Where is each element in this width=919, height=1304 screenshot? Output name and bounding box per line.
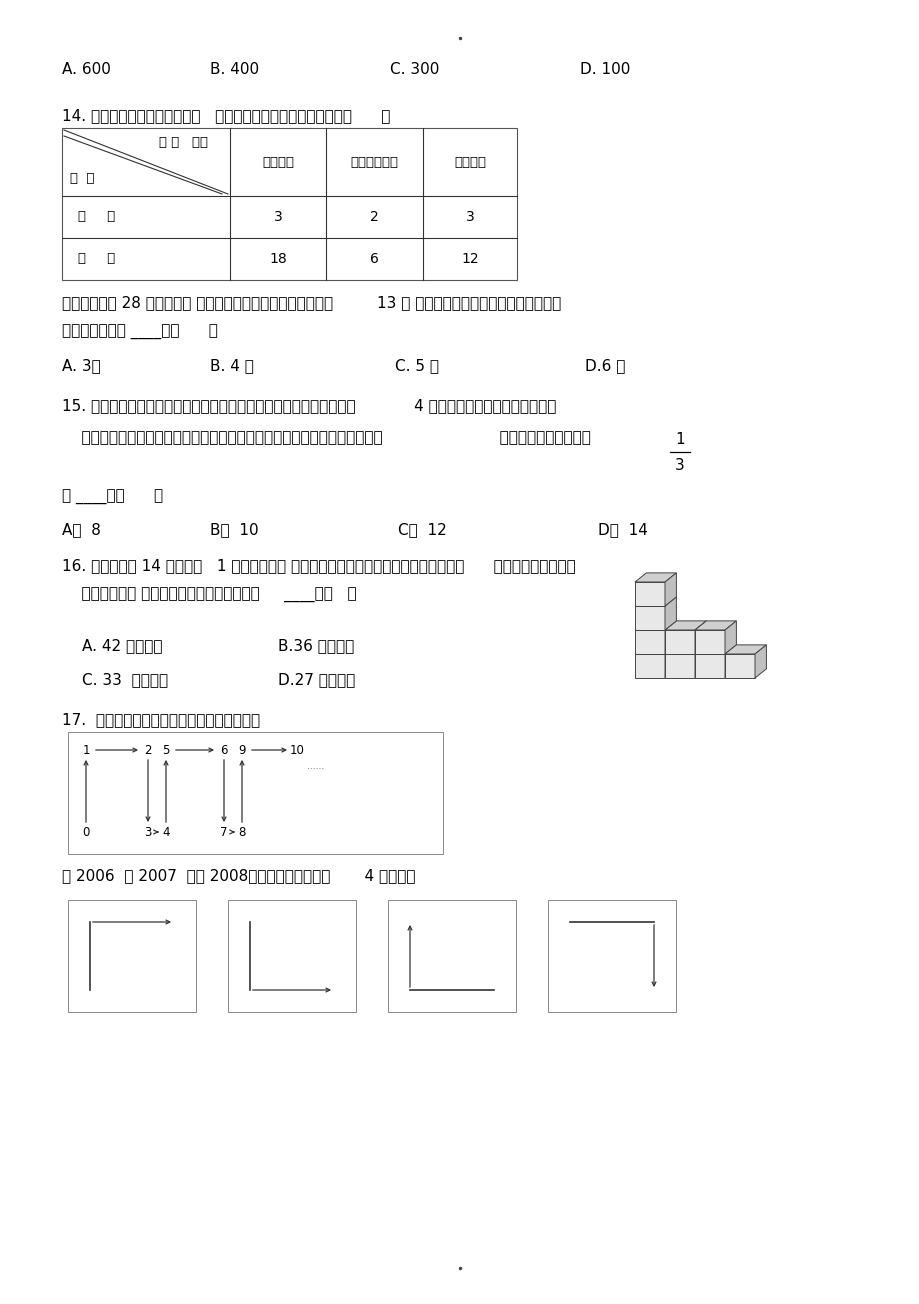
Polygon shape [634, 597, 675, 606]
Polygon shape [694, 621, 706, 655]
Polygon shape [634, 655, 664, 678]
Text: 人 数   项目: 人 数 项目 [159, 136, 209, 149]
Polygon shape [664, 572, 675, 606]
Text: 8: 8 [238, 825, 245, 838]
Text: D.27 平方分米: D.27 平方分米 [278, 672, 355, 687]
Text: 16. 一个画家有 14 个棱长为   1 分米的正方体 ，他在地面上把它们摄成如图所示的几何体      ，然后他把露出的表: 16. 一个画家有 14 个棱长为 1 分米的正方体 ，他在地面上把它们摄成如图… [62, 558, 575, 572]
Bar [228, 900, 356, 1012]
Polygon shape [664, 597, 675, 630]
Text: 17.  探索规律：根据下图中箭头指向的规律，: 17. 探索规律：根据下图中箭头指向的规律， [62, 712, 260, 728]
Polygon shape [634, 630, 664, 655]
Polygon shape [664, 655, 694, 678]
Text: 已知该班共有 28 人获得奖励 ，其中只获得两项奖励的有且只有         13 人 ，那么该班获奖励最多的一位同学获: 已知该班共有 28 人获得奖励 ，其中只获得两项奖励的有且只有 13 人 ，那么… [62, 295, 561, 310]
Text: 从 2006  到 2007  再到 2008，箭头的方向有以下       4 种选择：: 从 2006 到 2007 再到 2008，箭头的方向有以下 4 种选择： [62, 868, 415, 883]
Polygon shape [634, 645, 675, 655]
Text: A. 600: A. 600 [62, 63, 111, 77]
Text: C. 5 项: C. 5 项 [394, 359, 438, 373]
Polygon shape [634, 572, 675, 582]
Polygon shape [634, 621, 675, 630]
Text: 6: 6 [220, 743, 228, 756]
Text: A．  8: A． 8 [62, 522, 101, 537]
Text: 4: 4 [162, 825, 170, 838]
Text: 1: 1 [82, 743, 90, 756]
Text: 出一个球，然后放回，摇匀，再摸，已知每次摸出一个球是白球的可能性为                        ，则口袋中黑球的个数: 出一个球，然后放回，摇匀，再摸，已知每次摸出一个球是白球的可能性为 ，则口袋中黑… [62, 430, 590, 445]
Text: 6: 6 [369, 252, 379, 266]
Text: 9: 9 [238, 743, 245, 756]
Text: 15. 在一个不透明的口袋中装有大小、形状完全相同，只有颜色不同的            4 个白球和若干个黑球，现每次摸: 15. 在一个不透明的口袋中装有大小、形状完全相同，只有颜色不同的 4 个白球和… [62, 398, 556, 413]
Text: B. 400: B. 400 [210, 63, 259, 77]
Polygon shape [634, 606, 664, 630]
Text: 三好学生: 三好学生 [262, 155, 294, 168]
Text: 得的奖励最多为 ____。（      ）: 得的奖励最多为 ____。（ ） [62, 325, 218, 340]
Text: 3: 3 [675, 459, 684, 473]
Bar [62, 128, 516, 280]
Text: A. 42 平方分米: A. 42 平方分米 [82, 638, 163, 653]
Text: 3: 3 [144, 825, 152, 838]
Polygon shape [754, 645, 766, 678]
Text: 面都涂上颜色 ，那么被涂上颜色的总面积为     ____。（   ）: 面都涂上颜色 ，那么被涂上颜色的总面积为 ____。（ ） [62, 588, 357, 602]
Text: 12: 12 [460, 252, 478, 266]
Text: B．  10: B． 10 [210, 522, 258, 537]
Text: 1: 1 [675, 433, 684, 447]
Polygon shape [724, 645, 735, 678]
Text: 10: 10 [289, 743, 304, 756]
Text: 优秀学生干部: 优秀学生干部 [350, 155, 398, 168]
Text: D. 100: D. 100 [579, 63, 630, 77]
Polygon shape [694, 630, 724, 655]
Text: 5: 5 [162, 743, 169, 756]
Text: ......: ...... [307, 762, 323, 771]
Text: 市     级: 市 级 [78, 210, 115, 223]
Text: 级  别: 级 别 [70, 172, 95, 185]
Bar [548, 900, 675, 1012]
Text: C．  12: C． 12 [398, 522, 447, 537]
Polygon shape [694, 655, 724, 678]
Text: D．  14: D． 14 [597, 522, 647, 537]
Polygon shape [724, 645, 766, 655]
Polygon shape [694, 621, 735, 630]
Text: B.36 平方分米: B.36 平方分米 [278, 638, 354, 653]
Text: A. 3项: A. 3项 [62, 359, 101, 373]
Text: 2: 2 [144, 743, 152, 756]
Polygon shape [664, 621, 675, 655]
Text: 3: 3 [273, 210, 282, 224]
Polygon shape [694, 645, 735, 655]
Polygon shape [724, 621, 735, 655]
Text: 校     级: 校 级 [78, 253, 115, 266]
Text: 0: 0 [82, 825, 89, 838]
Text: 14. 某班学生从颢奖大会上得知   ，该班获得奖励的情况如下表所示      ：: 14. 某班学生从颢奖大会上得知 ，该班获得奖励的情况如下表所示 ： [62, 108, 390, 123]
Bar [68, 900, 196, 1012]
Text: D.6 项: D.6 项 [584, 359, 625, 373]
Bar [388, 900, 516, 1012]
Text: 18: 18 [269, 252, 287, 266]
Text: 7: 7 [220, 825, 228, 838]
Polygon shape [664, 621, 706, 630]
Polygon shape [664, 630, 694, 655]
Polygon shape [694, 645, 706, 678]
Text: 3: 3 [465, 210, 474, 224]
Text: C. 300: C. 300 [390, 63, 439, 77]
Text: 2: 2 [369, 210, 379, 224]
Polygon shape [634, 582, 664, 606]
Text: B. 4 项: B. 4 项 [210, 359, 254, 373]
Text: 为 ____。（      ）: 为 ____。（ ） [62, 490, 163, 505]
Polygon shape [664, 645, 706, 655]
Polygon shape [724, 655, 754, 678]
Bar [68, 732, 443, 854]
Polygon shape [664, 645, 675, 678]
Text: C. 33  平方分米: C. 33 平方分米 [82, 672, 168, 687]
Text: 优秀团员: 优秀团员 [453, 155, 485, 168]
